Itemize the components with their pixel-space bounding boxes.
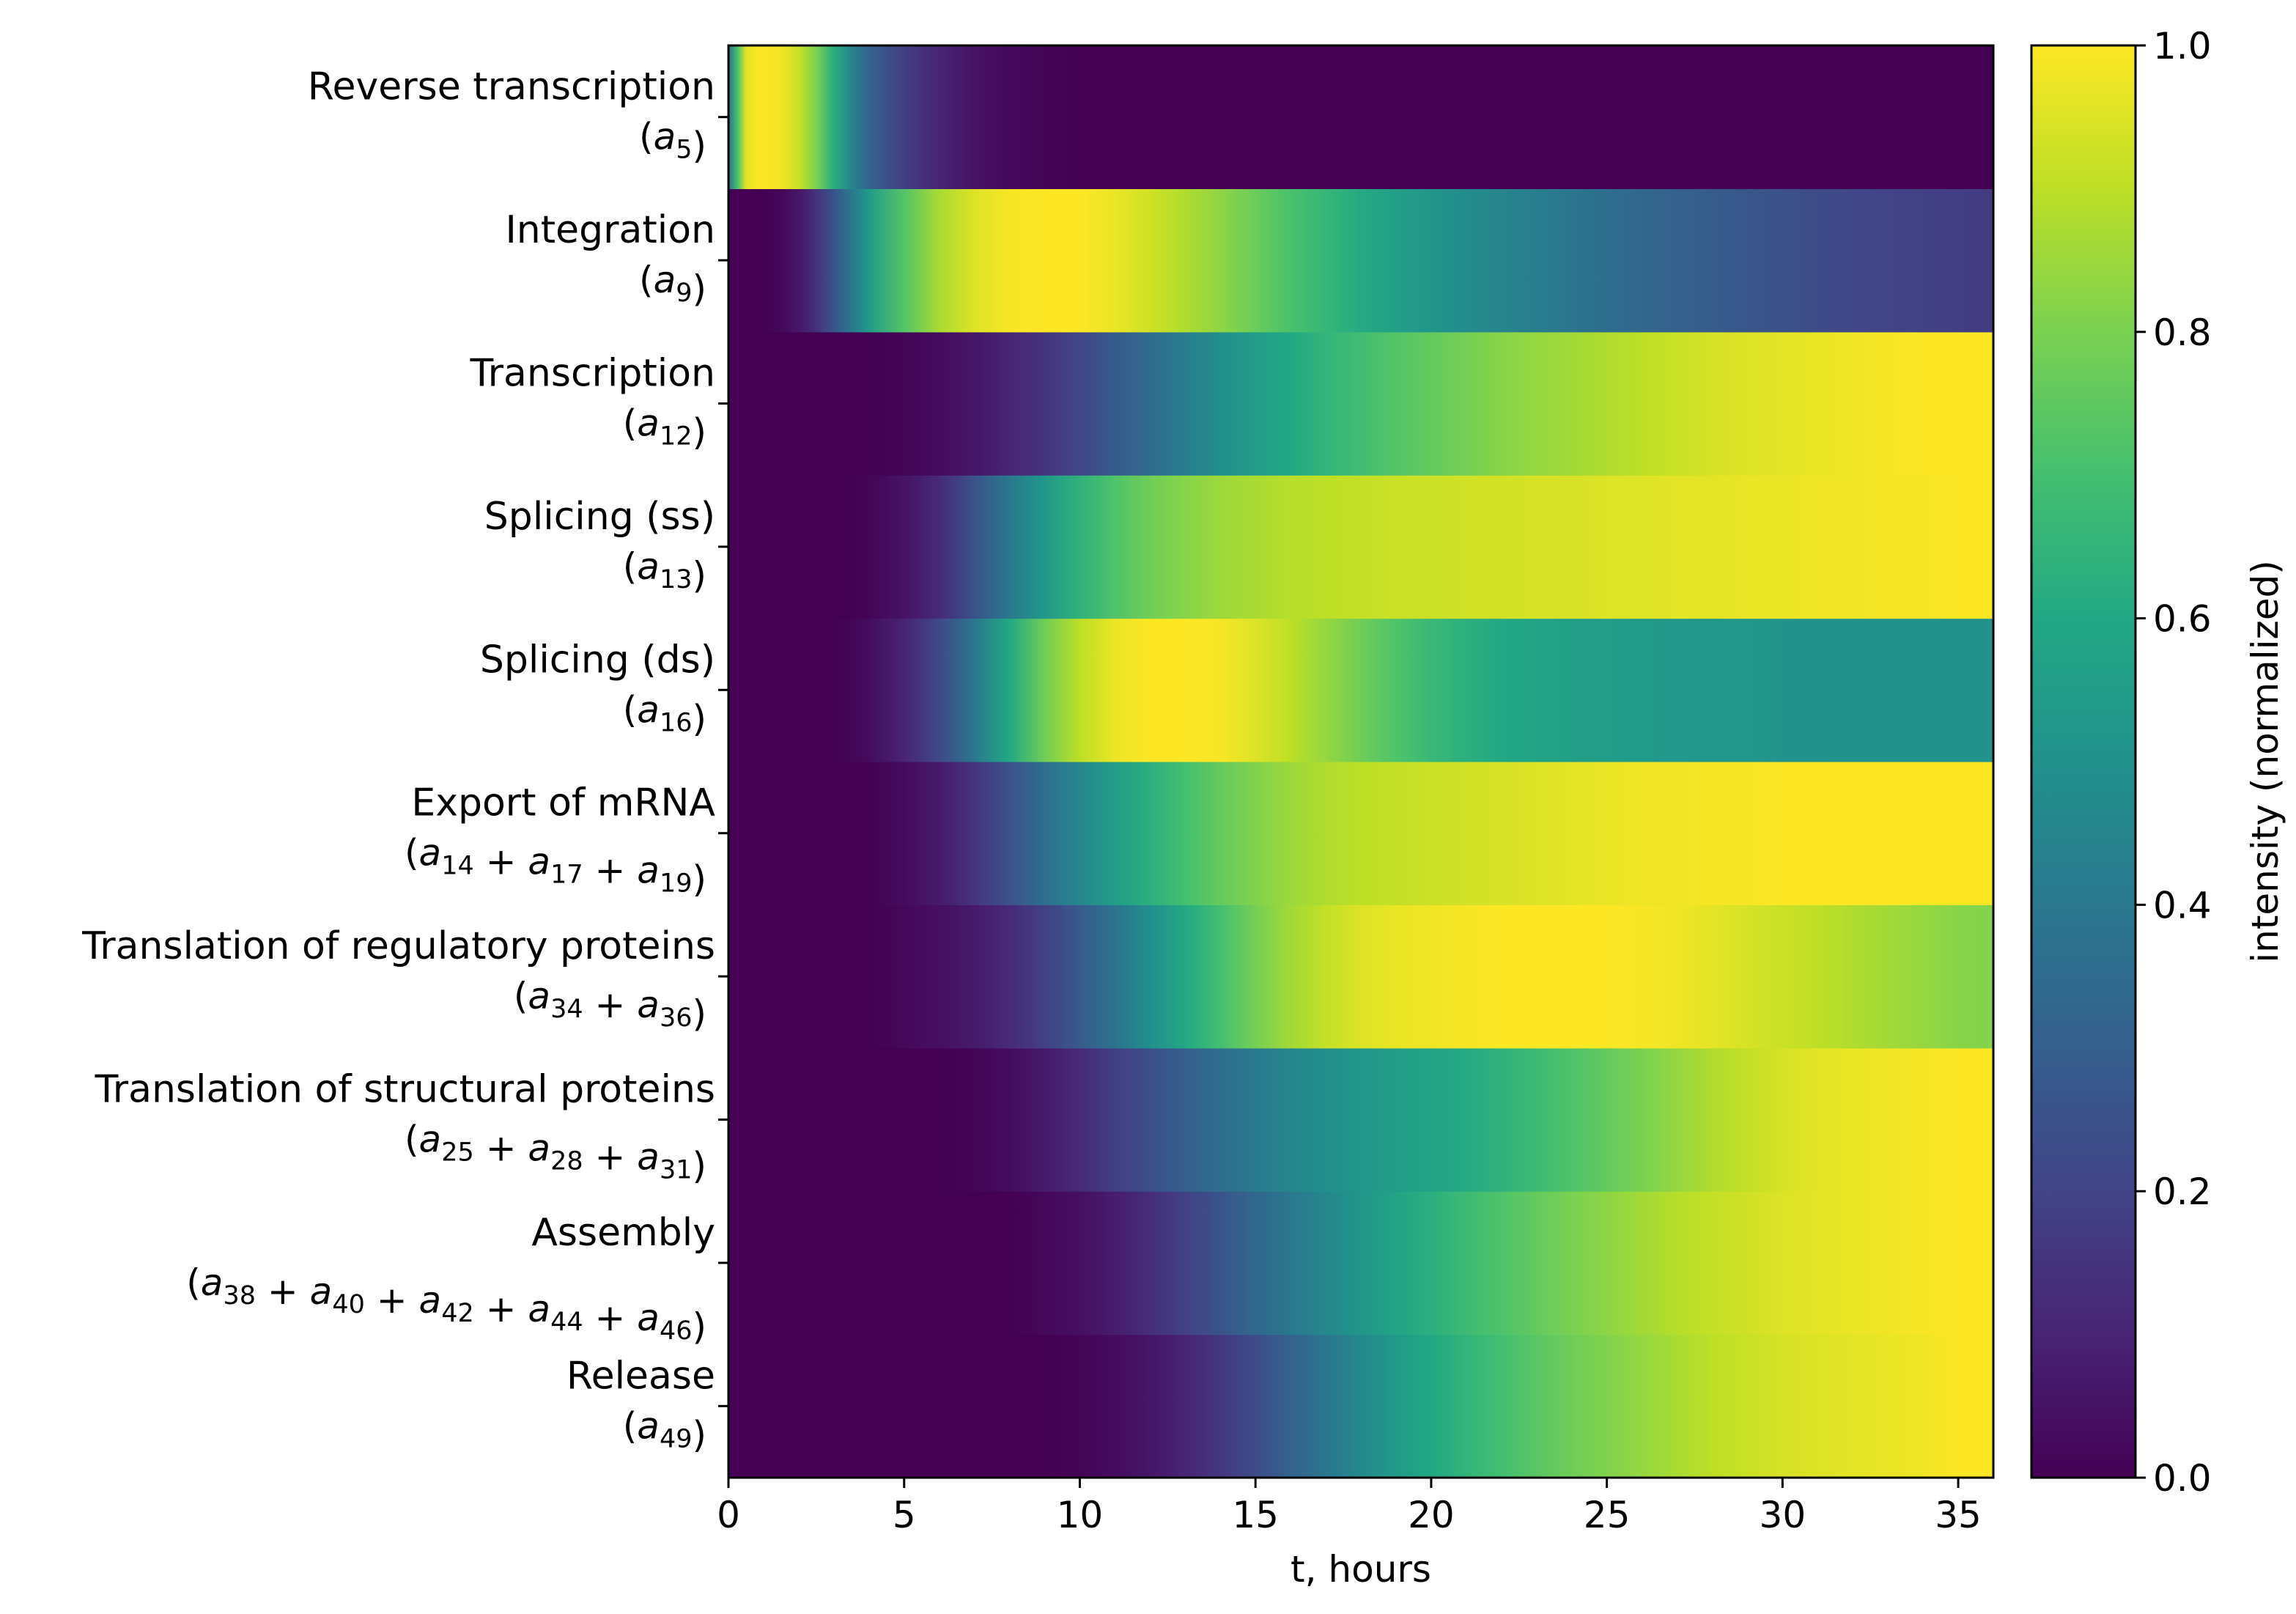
- row-label: Splicing (ds): [480, 638, 715, 682]
- x-tick-label: 25: [1584, 1494, 1631, 1536]
- row-formula: (a25 + a28 + a31): [405, 1119, 706, 1187]
- row-label: Translation of regulatory proteins: [81, 924, 715, 968]
- row-label: Translation of structural proteins: [95, 1068, 715, 1112]
- colorbar: [2030, 44, 2137, 1479]
- x-tick-label: 15: [1232, 1494, 1279, 1536]
- row-formula: (a5): [639, 116, 706, 167]
- row-label: Integration: [505, 208, 715, 252]
- row-formula: (a49): [623, 1404, 706, 1456]
- colorbar-axis: 0.0 0.2 0.4 0.6 0.8 1.0: [2136, 25, 2212, 1500]
- heatmap-row: [728, 475, 1993, 619]
- x-tick-label: 5: [893, 1494, 916, 1536]
- heatmap-row: [728, 1047, 1993, 1192]
- colorbar-tick-label: 1.0: [2153, 25, 2212, 67]
- heatmap-row: [728, 618, 1993, 762]
- row-formula: (a14 + a17 + a19): [405, 832, 706, 901]
- heatmap-row: [728, 45, 1993, 189]
- colorbar-tick-label: 0.2: [2153, 1171, 2212, 1213]
- colorbar-tick-label: 0.4: [2153, 884, 2212, 926]
- row-label: Transcription: [470, 352, 715, 396]
- x-tick-label: 10: [1057, 1494, 1104, 1536]
- row-formula: (a12): [623, 402, 706, 454]
- row-formula: (a13): [623, 545, 706, 597]
- row-label: Export of mRNA: [411, 781, 715, 825]
- row-label: Assembly: [531, 1211, 715, 1255]
- plot-frame: [727, 44, 1995, 1479]
- heatmap-row: [728, 904, 1993, 1049]
- x-tick-label: 30: [1760, 1494, 1806, 1536]
- colorbar-title: intensity (normalized): [2244, 560, 2286, 963]
- row-labels: Release (a49) Assembly (a38 + a40 + a42 + a…: [81, 65, 728, 1456]
- heatmap-row: [728, 762, 1993, 905]
- x-axis: 0 5 10 15 20 25 30 35: [717, 1478, 1982, 1536]
- row-formula: (a16): [623, 688, 706, 740]
- colorbar-tick-label: 0.6: [2153, 598, 2212, 641]
- heatmap-row: [728, 188, 1993, 333]
- x-tick-label: 0: [717, 1494, 740, 1536]
- heatmap-rows: [728, 45, 1993, 1478]
- colorbar-tick-label: 0.8: [2153, 312, 2212, 354]
- x-tick-label: 20: [1408, 1494, 1455, 1536]
- row-formula: (a34 + a36): [514, 975, 706, 1035]
- colorbar-tick-label: 0.0: [2153, 1457, 2212, 1500]
- x-axis-title: t, hours: [1291, 1548, 1431, 1591]
- heatmap-row: [728, 1334, 1993, 1478]
- x-tick-label: 35: [1935, 1494, 1982, 1536]
- row-label: Splicing (ss): [484, 495, 715, 539]
- row-label: Release: [566, 1354, 715, 1398]
- row-label: Reverse transcription: [308, 65, 715, 109]
- heatmap-row: [728, 1191, 1993, 1335]
- row-formula: (a38 + a40 + a42 + a44 + a46): [186, 1261, 706, 1348]
- row-formula: (a9): [639, 259, 706, 310]
- heatmap-row: [728, 331, 1993, 476]
